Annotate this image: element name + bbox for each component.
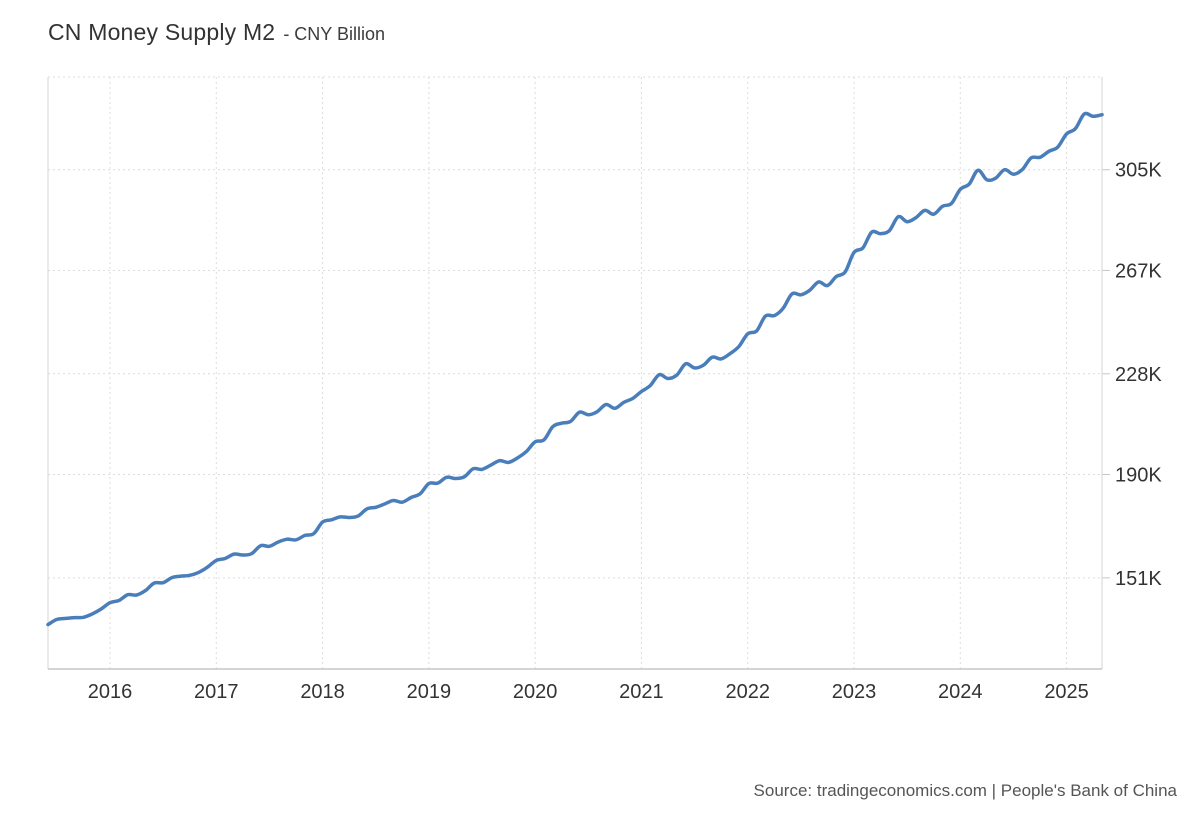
x-tick-label: 2018 [300,681,345,703]
x-tick-label: 2021 [619,681,664,703]
x-tick-label: 2023 [832,681,877,703]
y-tick-label: 190K [1115,464,1162,486]
x-tick-label: 2017 [194,681,239,703]
y-tick-label: 151K [1115,568,1162,590]
x-tick-label: 2016 [88,681,133,703]
y-tick-label: 305K [1115,160,1162,182]
chart-header: CN Money Supply M2 - CNY Billion [48,19,385,46]
x-tick-label: 2019 [407,681,452,703]
page-title: CN Money Supply M2 [48,19,276,45]
source-text: Source: tradingeconomics.com | People's … [753,781,1177,800]
x-tick-label: 2020 [513,681,558,703]
y-tick-label: 267K [1115,260,1162,282]
chart-unit-subtitle: - CNY Billion [283,24,386,44]
x-tick-label: 2025 [1044,681,1089,703]
y-tick-label: 228K [1115,364,1162,386]
x-tick-label: 2022 [725,681,770,703]
x-tick-label: 2024 [938,681,983,703]
m2-series-line[interactable] [46,111,1104,627]
